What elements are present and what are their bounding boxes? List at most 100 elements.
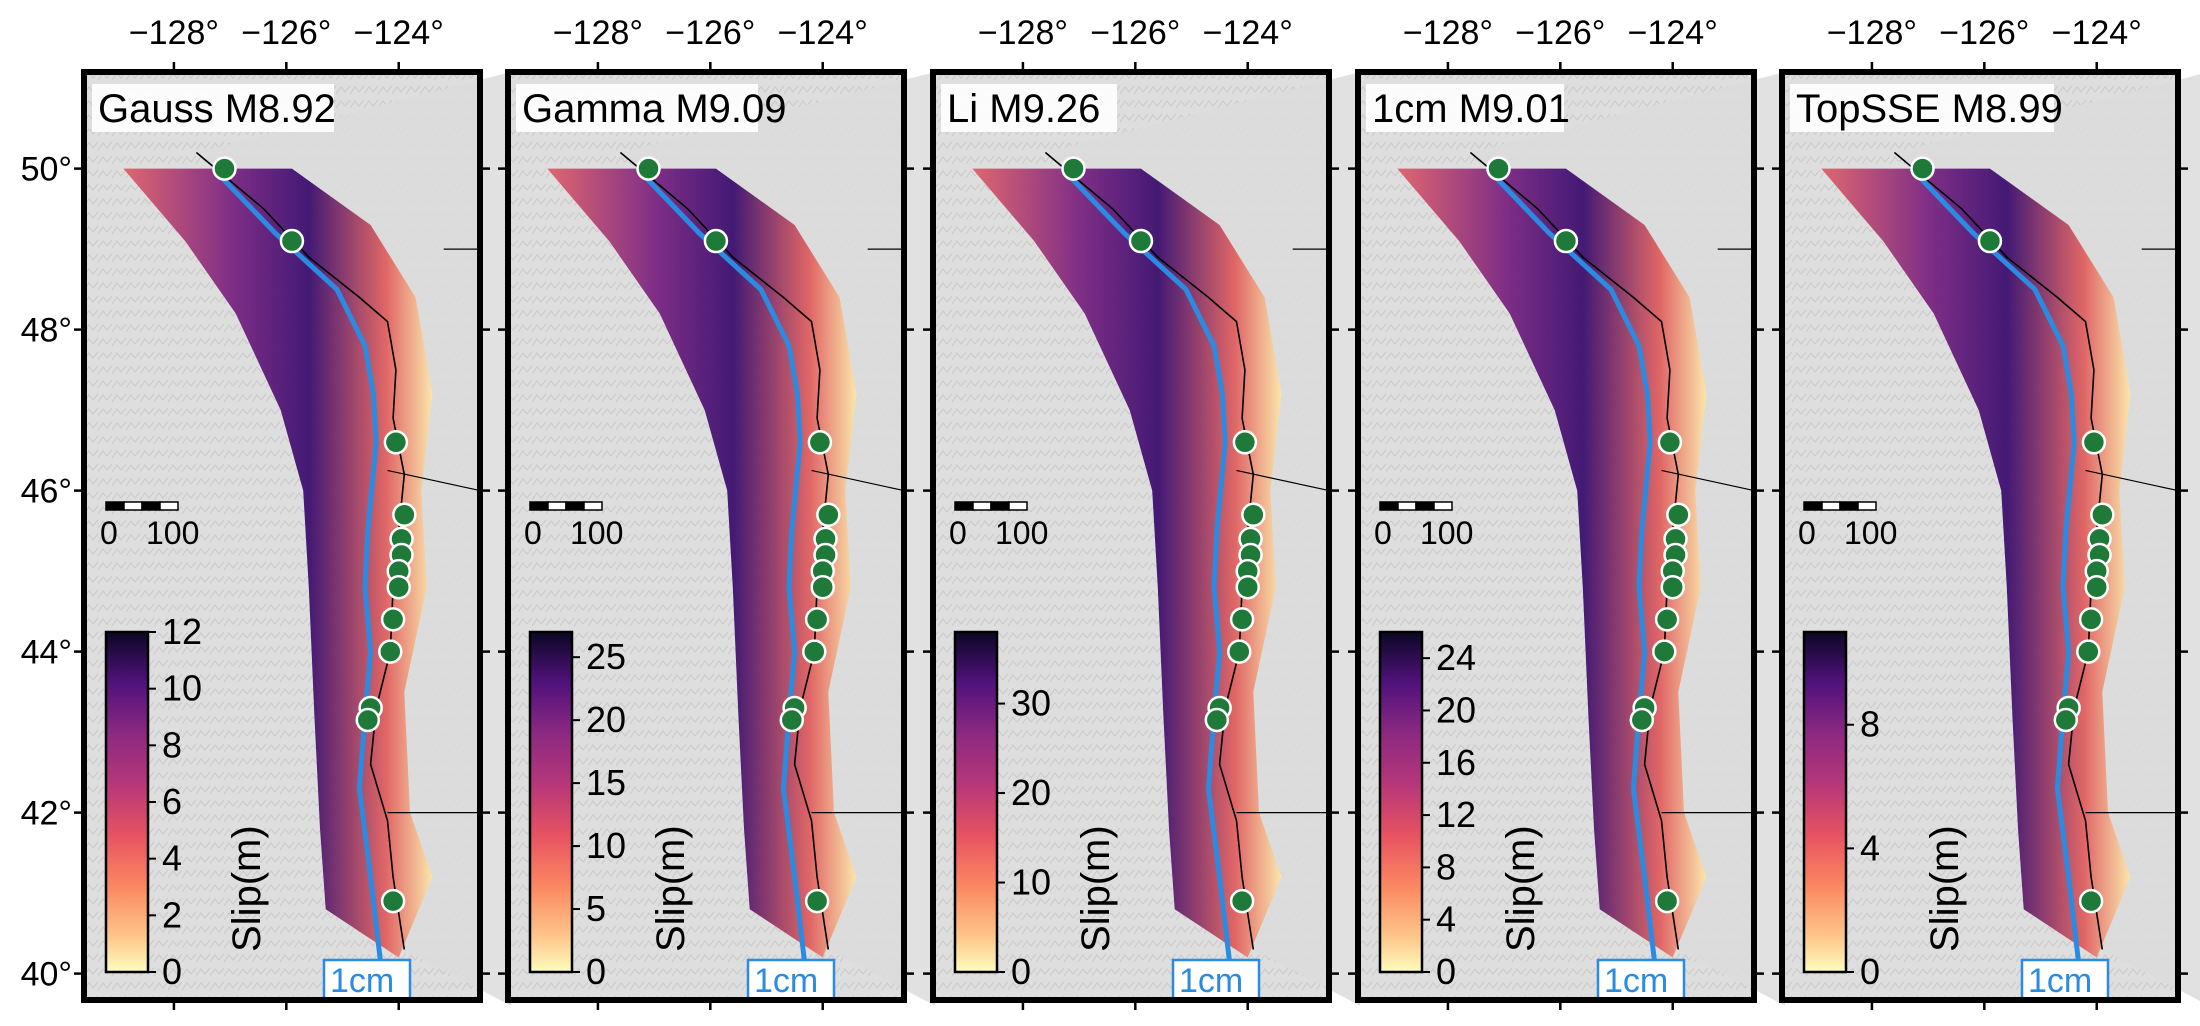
- scalebar-segment: [1433, 501, 1453, 511]
- coastline: [1893, 151, 2104, 950]
- colorbar-gradient: [953, 630, 999, 974]
- trench-line: [1060, 166, 1234, 974]
- scalebar-segment: [1857, 501, 1877, 511]
- colorbar-tick-label: 25: [586, 636, 626, 677]
- colorbar-tick-label: 12: [1436, 794, 1476, 835]
- colorbar: 24 20 16 12 8 4 0 Slip(m): [1378, 630, 1543, 992]
- colorbar-tick-label: 8: [162, 724, 182, 765]
- gnss-station-marker: [392, 502, 417, 527]
- gnss-station-marker: [212, 156, 237, 181]
- colorbar-tick-label: 4: [162, 838, 182, 879]
- lat-tick-label: 44°: [21, 634, 72, 672]
- colorbar-label: Slip(m): [225, 825, 269, 952]
- gnss-station-marker: [1241, 502, 1266, 527]
- lat-tick-label: 46°: [21, 473, 72, 511]
- distance-scalebar: 0 100: [1374, 501, 1473, 551]
- land-area: [1894, 74, 2200, 1002]
- colorbar-tick-label: 30: [1011, 683, 1051, 724]
- land-area: [1045, 72, 1361, 1006]
- colorbar-tick-label: 0: [1860, 951, 1880, 992]
- gnss-station-marker: [2078, 888, 2104, 914]
- vector-scale-box: [1596, 958, 1686, 1002]
- scalebar-segment: [583, 501, 603, 511]
- scalebar-label-end: 100: [995, 515, 1048, 551]
- colorbar-tick-label: 10: [162, 668, 202, 709]
- gnss-station-marker: [2076, 639, 2101, 664]
- lon-tick-label: −126°: [241, 14, 331, 52]
- trench-line: [635, 166, 809, 974]
- scalebar-segment: [105, 501, 125, 511]
- colorbar-tick-label: 16: [1436, 742, 1476, 783]
- scalebar-label-start: 0: [949, 515, 967, 551]
- gnss-station-marker: [2081, 430, 2107, 455]
- vector-scale-label: 1cm: [1179, 962, 1243, 1000]
- gnss-station-marker: [2053, 707, 2079, 733]
- distance-scalebar: 0 100: [1798, 501, 1897, 551]
- map-frame: [81, 69, 483, 1003]
- scalebar-label-end: 100: [1420, 515, 1473, 551]
- colorbar-gradient: [1802, 630, 1848, 974]
- gnss-station-marker: [1910, 156, 1935, 181]
- slip-distribution: [547, 168, 857, 958]
- scalebar-segment: [123, 501, 143, 511]
- lat-tick-label: 42°: [21, 795, 72, 833]
- gnss-station-marker: [703, 228, 729, 254]
- gnss-station-marker: [1553, 228, 1579, 254]
- lon-tick-label: −124°: [1628, 14, 1718, 52]
- lon-tick-label: −128°: [553, 14, 643, 52]
- panel-title: Li M9.26: [947, 87, 1100, 131]
- slip-distribution: [123, 168, 433, 958]
- state-border-wa-or: [2085, 469, 2179, 492]
- colorbar-label: Slip(m): [649, 825, 693, 952]
- colorbar-tick-label: 10: [1011, 862, 1051, 903]
- lon-tick-label: −126°: [665, 14, 755, 52]
- gnss-station-marker: [1654, 607, 1680, 632]
- colorbar-tick-label: 8: [1860, 704, 1880, 745]
- trench-line: [211, 166, 385, 974]
- gnss-station-marker: [1229, 607, 1255, 632]
- gnss-station-marker: [779, 707, 805, 733]
- lon-tick-label: −124°: [354, 14, 444, 52]
- gnss-station-marker: [1235, 574, 1260, 600]
- vector-scale-label: 1cm: [1604, 962, 1668, 1000]
- colorbar-tick-label: 20: [586, 699, 626, 740]
- vector-scale: 1cm: [2020, 958, 2110, 1002]
- gnss-station-marker: [816, 502, 841, 527]
- colorbar-label: Slip(m): [1499, 825, 1543, 952]
- lon-tick-label: −126°: [1939, 14, 2029, 52]
- scalebar-segment: [954, 501, 974, 511]
- scalebar-segment: [990, 501, 1010, 511]
- colorbar-tick-label: 8: [1436, 846, 1456, 887]
- gnss-station-marker: [636, 156, 661, 181]
- gnss-station-marker: [1204, 707, 1230, 733]
- colorbar-tick-label: 10: [586, 825, 626, 866]
- gnss-station-marker: [802, 639, 827, 664]
- scalebar-segment: [547, 501, 567, 511]
- gnss-station-marker: [1660, 574, 1685, 600]
- coastline: [1469, 151, 1680, 950]
- distance-scalebar: 0 100: [524, 501, 623, 551]
- vector-scale: 1cm: [322, 958, 412, 1002]
- colorbar-tick-label: 0: [586, 951, 606, 992]
- lon-tick-label: −126°: [1090, 14, 1180, 52]
- gnss-station-marker: [810, 574, 835, 600]
- gnss-station-marker: [1128, 228, 1154, 254]
- slip-distribution: [972, 168, 1282, 958]
- trench-line: [1485, 166, 1659, 974]
- gnss-station-marker: [1232, 430, 1258, 455]
- colorbar-tick-label: 24: [1436, 637, 1476, 678]
- panel-title: Gauss M8.92: [98, 87, 336, 131]
- colorbar-tick-label: 0: [1436, 951, 1456, 992]
- colorbar-tick-label: 15: [586, 762, 626, 803]
- gnss-station-marker: [1229, 888, 1255, 914]
- colorbar-label: Slip(m): [1923, 825, 1967, 952]
- lat-tick-label: 40°: [21, 956, 72, 994]
- panel-title-background: [941, 84, 1117, 132]
- vector-scale-label: 1cm: [330, 962, 394, 1000]
- map-frame: [930, 69, 1332, 1003]
- gnss-station-marker: [1654, 888, 1680, 914]
- vector-scale-label: 1cm: [2028, 962, 2092, 1000]
- gnss-station-marker: [1652, 639, 1677, 664]
